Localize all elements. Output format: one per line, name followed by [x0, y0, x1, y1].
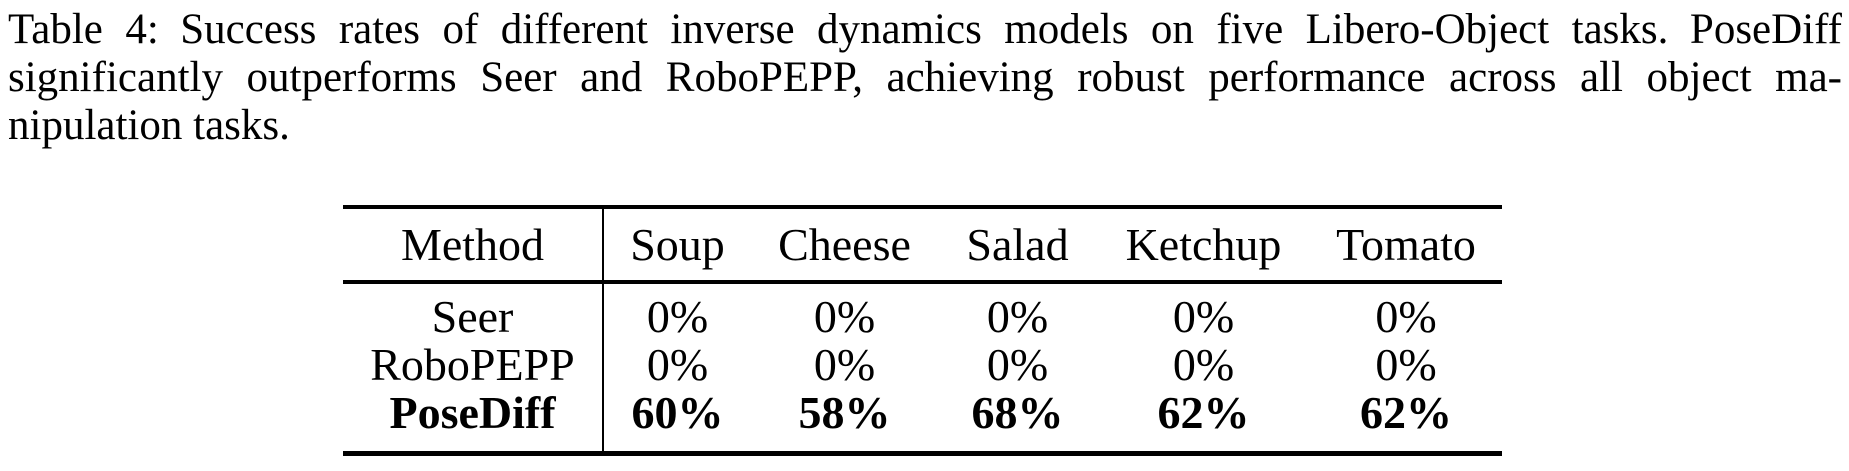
- results-table-container: Method Soup Cheese Salad Ketchup Tomato …: [343, 205, 1502, 456]
- header-method: Method: [400, 219, 545, 270]
- cell-value: 62%: [1157, 389, 1250, 438]
- cell-value: 0%: [813, 291, 876, 341]
- cell-value: 0%: [602, 341, 751, 389]
- table-row-seer: Seer 0% 0% 0% 0% 0%: [343, 282, 1502, 341]
- cell-value: 0%: [1172, 291, 1235, 341]
- results-table: Method Soup Cheese Salad Ketchup Tomato …: [343, 205, 1502, 456]
- table-caption: Table 4: Success rates of different inve…: [8, 6, 1842, 150]
- method-name: Seer: [431, 291, 514, 341]
- table-header: Method Soup Cheese Salad Ketchup Tomato: [343, 207, 1502, 282]
- cell-value: 58%: [798, 389, 891, 438]
- header-salad: Salad: [966, 219, 1069, 270]
- table-body: Seer 0% 0% 0% 0% 0% RoboPEPP 0% 0% 0% 0%…: [343, 282, 1502, 454]
- caption-line-1: Table 4: Success rates of different inve…: [8, 6, 1842, 53]
- cell-value: 62%: [1360, 389, 1452, 438]
- cell-value: 68%: [971, 389, 1064, 438]
- cell-value: 0%: [986, 291, 1049, 341]
- header-tomato: Tomato: [1336, 219, 1476, 270]
- caption-line-2: significantly outperforms Seer and RoboP…: [8, 54, 1842, 101]
- cell-value: 0%: [986, 341, 1049, 389]
- cell-value: 0%: [1375, 291, 1437, 341]
- table-row-robopepp: RoboPEPP 0% 0% 0% 0% 0%: [343, 341, 1502, 389]
- method-name: RoboPEPP: [370, 341, 575, 389]
- method-name: PoseDiff: [389, 389, 556, 438]
- cell-value: 0%: [602, 282, 751, 341]
- header-ketchup: Ketchup: [1125, 219, 1282, 270]
- cell-value: 0%: [1375, 341, 1437, 389]
- cell-value: 0%: [1172, 341, 1235, 389]
- header-soup: Soup: [602, 207, 751, 282]
- header-cheese: Cheese: [778, 219, 911, 270]
- cell-value: 60%: [602, 389, 751, 454]
- table-row-posediff: PoseDiff 60% 58% 68% 62% 62%: [343, 389, 1502, 454]
- caption-line-3: nipulation tasks.: [8, 102, 290, 149]
- cell-value: 0%: [813, 341, 876, 389]
- header-row: Method Soup Cheese Salad Ketchup Tomato: [343, 207, 1502, 282]
